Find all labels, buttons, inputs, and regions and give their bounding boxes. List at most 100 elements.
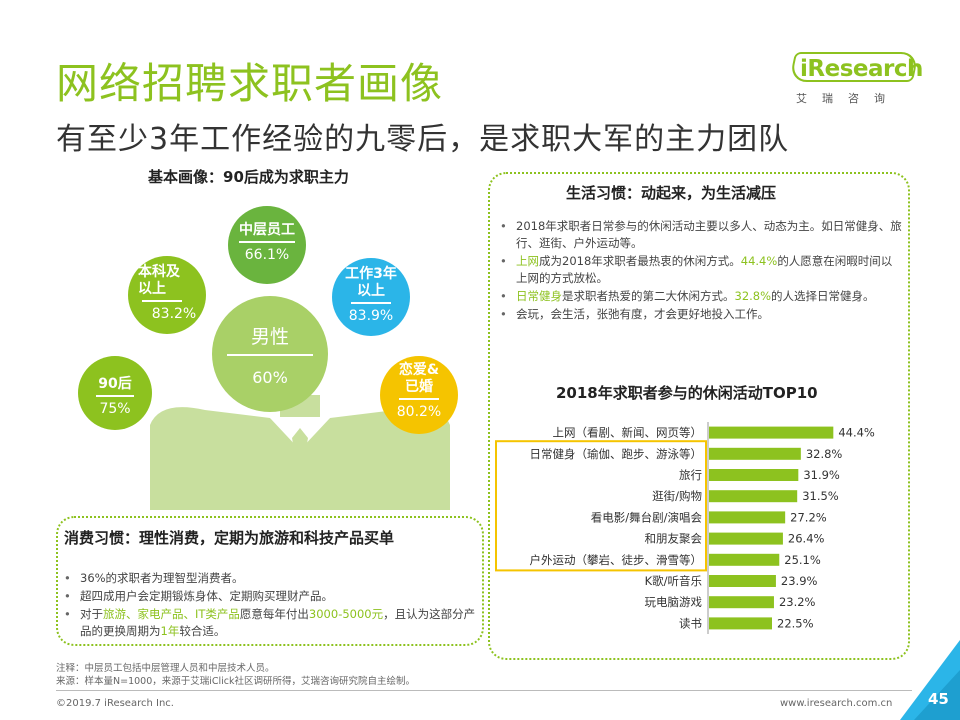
- page-title: 网络招聘求职者画像: [56, 59, 444, 108]
- note-source: 来源：样本量N=1000，来源于艾瑞iClick社区调研所得，艾瑞咨询研究院自主…: [56, 676, 416, 687]
- bar: [709, 469, 799, 481]
- bubble-experience: 工作3年以上 83.9%: [332, 258, 410, 336]
- value-label: 31.9%: [803, 468, 840, 482]
- value-label: 31.5%: [802, 489, 839, 503]
- value-label: 23.2%: [779, 595, 816, 609]
- bubble-relationship: 恋爱&已婚 80.2%: [380, 356, 458, 434]
- bullet-text: ，且认为这部分产品的更换周期为: [80, 607, 476, 638]
- corner-decoration: [900, 640, 960, 720]
- bar: [709, 617, 772, 630]
- category-label: 旅行: [679, 468, 702, 482]
- bullet-text: 36%的求职者为理智型消费者。: [80, 571, 244, 585]
- bullet-highlight: 1年: [160, 624, 180, 638]
- bubble-value: 75%: [99, 401, 131, 417]
- habits-box: [488, 172, 910, 660]
- consume-bullet-3: 对于旅游、家电产品、IT类产品愿意每年付出3000-5000元，且认为这部分产品…: [62, 606, 478, 640]
- bar: [709, 553, 780, 566]
- bubble-divider: [239, 241, 295, 243]
- habits-bullet-2: 上网成为2018年求职者最热衷的休闲方式。44.4%的人愿意在闲暇时间以上网的方…: [498, 253, 902, 287]
- category-label: 上网（看剧、新闻、网页等）: [553, 426, 703, 440]
- value-label: 25.1%: [784, 553, 821, 567]
- bullet-highlight: 44.4%: [740, 254, 778, 268]
- highlight-box: [495, 440, 707, 572]
- website-link[interactable]: www.iresearch.com.cn: [780, 698, 893, 709]
- bullet-text: 是求职者热爱的第二大休闲方式。: [562, 289, 735, 303]
- bubble-divider: [351, 302, 391, 304]
- bubble-value: 80.2%: [396, 404, 442, 420]
- bullet-text: 对于: [80, 607, 103, 621]
- note-annotation: 注释：中层员工包括中层管理人员和中层技术人员。: [56, 663, 275, 674]
- logo-cn: 艾瑞咨询: [796, 92, 900, 105]
- bubble-male: 男性 60%: [212, 296, 328, 412]
- logo-brand: iResearch: [800, 56, 923, 82]
- bullet-text: 较合适。: [179, 624, 226, 638]
- category-label: 和朋友聚会: [645, 532, 703, 546]
- bubble-label: 本科及以上: [138, 264, 180, 297]
- person-illustration: [150, 395, 450, 510]
- category-label: 看电影/舞台剧/演唱会: [591, 510, 703, 524]
- page-number: 45: [928, 690, 949, 708]
- bullet-text: 的人愿意在闲暇时间以上网的方式放松。: [516, 254, 893, 285]
- value-label: 26.4%: [788, 532, 825, 546]
- bullet-text: 愿意每年付出: [239, 607, 309, 621]
- value-label: 22.5%: [777, 616, 814, 630]
- bar: [709, 490, 798, 503]
- bubble-post90s: 90后 75%: [78, 356, 152, 430]
- bubble-divider: [96, 395, 134, 397]
- category-label: 户外运动（攀岩、徒步、滑雪等）: [530, 553, 703, 567]
- category-label: 日常健身（瑜伽、跑步、游泳等）: [530, 447, 703, 461]
- habits-title: 生活习惯：动起来，为生活减压: [566, 184, 777, 202]
- habits-bullet-4: 会玩，会生活，张弛有度，才会更好地投入工作。: [498, 306, 902, 323]
- bubble-divider: [399, 398, 439, 400]
- bullet-text: 成为2018年求职者最热衷的休闲方式。: [539, 254, 741, 268]
- consume-bullets: 36%的求职者为理智型消费者。 超四成用户会定期锻炼身体、定期购买理财产品。 对…: [62, 570, 478, 641]
- bullet-text: 会玩，会生活，张弛有度，才会更好地投入工作。: [516, 307, 769, 321]
- bar: [709, 511, 786, 524]
- habits-bullet-1: 2018年求职者日常参与的休闲活动主要以多人、动态为主。如日常健身、旅行、逛街、…: [498, 218, 902, 252]
- bubble-label: 90后: [98, 376, 132, 392]
- bubble-label: 恋爱&已婚: [398, 362, 440, 395]
- bubble-value: 83.9%: [348, 308, 394, 324]
- category-label: 读书: [679, 616, 702, 630]
- value-label: 32.8%: [806, 447, 843, 461]
- bubble-label: 男性: [250, 326, 289, 348]
- bar: [709, 447, 801, 460]
- bubble-middle-staff: 中层员工 66.1%: [228, 206, 306, 284]
- value-label: 23.9%: [781, 574, 818, 588]
- bar: [709, 426, 834, 439]
- profile-heading: 基本画像：90后成为求职主力: [148, 168, 349, 186]
- bubble-label: 中层员工: [239, 222, 295, 238]
- consume-bullet-2: 超四成用户会定期锻炼身体、定期购买理财产品。: [62, 588, 478, 605]
- footer-divider: [56, 690, 912, 691]
- bubble-bachelor: 本科及以上 83.2%: [128, 256, 206, 334]
- category-label: K歌/听音乐: [645, 574, 703, 588]
- leisure-bar-chart: 上网（看剧、新闻、网页等） 44.4% 日常健身（瑜伽、跑步、游泳等） 32.8% 旅行…: [495, 422, 875, 634]
- value-label: 44.4%: [838, 426, 875, 440]
- bubble-value: 60%: [252, 368, 288, 387]
- bar: [709, 532, 783, 545]
- notes: 注释：中层员工包括中层管理人员和中层技术人员。 来源：样本量N=1000，来源于…: [56, 662, 415, 688]
- bullet-highlight: 旅游、家电产品、IT类产品: [103, 607, 240, 621]
- consume-bullet-1: 36%的求职者为理智型消费者。: [62, 570, 478, 587]
- bullet-highlight: 32.8%: [734, 289, 772, 303]
- habits-bullets: 2018年求职者日常参与的休闲活动主要以多人、动态为主。如日常健身、旅行、逛街、…: [498, 218, 902, 324]
- bullet-highlight: 日常健身: [516, 289, 562, 303]
- page-subtitle: 有至少3年工作经验的九零后，是求职大军的主力团队: [56, 122, 790, 157]
- bullet-highlight: 3000-5000元: [308, 607, 384, 621]
- bullet-highlight: 上网: [516, 254, 539, 268]
- bubble-divider: [227, 354, 313, 356]
- value-label: 27.2%: [790, 510, 827, 524]
- bubble-divider: [142, 300, 182, 302]
- consume-box: [56, 516, 484, 646]
- bullet-text: 的人选择日常健身。: [771, 289, 875, 303]
- bar: [709, 596, 774, 609]
- bubble-label: 工作3年以上: [345, 266, 397, 299]
- bullet-text: 超四成用户会定期锻炼身体、定期购买理财产品。: [80, 589, 333, 603]
- bar: [709, 575, 776, 587]
- chart-title: 2018年求职者参与的休闲活动TOP10: [556, 384, 818, 402]
- consume-title: 消费习惯：理性消费，定期为旅游和科技产品买单: [64, 529, 395, 547]
- bullet-text: 2018年求职者日常参与的休闲活动主要以多人、动态为主。如日常健身、旅行、逛街、…: [516, 219, 902, 250]
- bubble-value: 66.1%: [244, 247, 290, 263]
- bubble-value: 83.2%: [151, 306, 197, 322]
- iresearch-logo: iResearch 艾瑞咨询: [788, 50, 923, 110]
